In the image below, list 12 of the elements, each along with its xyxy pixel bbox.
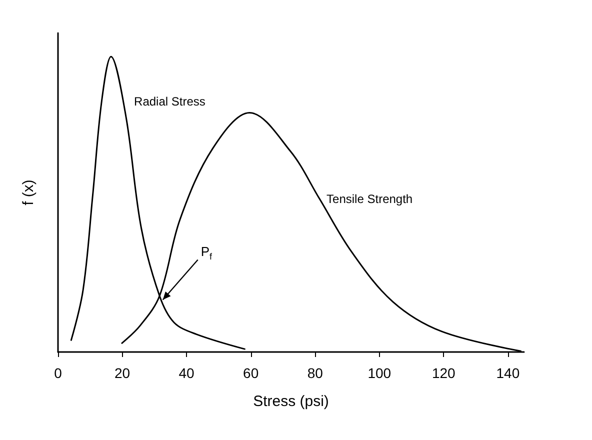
x-tick-label: 40 xyxy=(178,365,195,381)
y-axis-title: f (x) xyxy=(20,180,37,206)
x-tick-label: 20 xyxy=(114,365,130,381)
x-axis-title: Stress (psi) xyxy=(253,393,329,410)
x-tick-label: 60 xyxy=(243,365,259,381)
x-tick-label: 100 xyxy=(368,365,392,381)
x-tick-label: 140 xyxy=(496,365,520,381)
x-tick-label: 80 xyxy=(307,365,324,381)
x-tick-label: 120 xyxy=(432,365,456,381)
series-label: Tensile Strength xyxy=(326,192,413,206)
x-tick-label: 0 xyxy=(54,365,62,381)
series-label: Radial Stress xyxy=(134,94,206,109)
